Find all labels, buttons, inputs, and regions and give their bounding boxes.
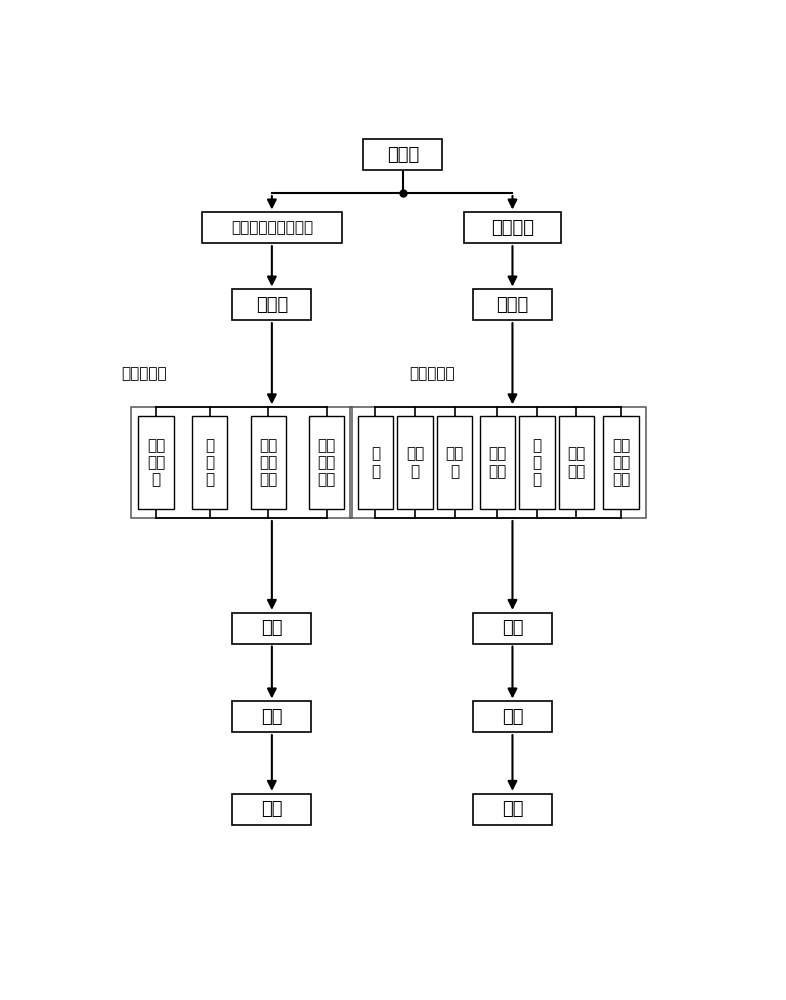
FancyBboxPatch shape [464, 212, 561, 243]
FancyBboxPatch shape [520, 416, 554, 509]
FancyBboxPatch shape [202, 212, 342, 243]
FancyBboxPatch shape [138, 416, 174, 509]
FancyBboxPatch shape [479, 416, 515, 509]
Text: 新市
镇: 新市 镇 [406, 446, 424, 479]
Text: 城市功能区: 城市功能区 [121, 367, 167, 382]
Text: 服务
业集
聚区: 服务 业集 聚区 [612, 438, 630, 488]
Text: 物流
园区: 物流 园区 [567, 446, 586, 479]
FancyBboxPatch shape [603, 416, 638, 509]
Text: 社区: 社区 [501, 619, 523, 637]
Text: 城市功能区: 城市功能区 [409, 367, 454, 382]
FancyBboxPatch shape [363, 139, 443, 170]
FancyBboxPatch shape [358, 416, 393, 509]
Text: 行政区: 行政区 [255, 296, 288, 314]
FancyBboxPatch shape [473, 289, 552, 320]
Text: 产业
基地: 产业 基地 [488, 446, 506, 479]
FancyBboxPatch shape [233, 289, 311, 320]
Text: 工
业
区: 工 业 区 [532, 438, 542, 488]
FancyBboxPatch shape [473, 613, 552, 644]
Text: 服务
业集
聚区: 服务 业集 聚区 [259, 438, 277, 488]
Text: 工
业
区: 工 业 区 [205, 438, 215, 488]
Text: 新
城: 新 城 [371, 446, 380, 479]
FancyBboxPatch shape [473, 701, 552, 732]
Text: 地块: 地块 [261, 800, 283, 818]
Text: 社区: 社区 [261, 619, 283, 637]
FancyBboxPatch shape [398, 416, 432, 509]
Text: 上海市: 上海市 [387, 146, 419, 164]
Text: 外环线外: 外环线外 [491, 219, 534, 237]
Text: 行政区: 行政区 [496, 296, 529, 314]
Text: 单元: 单元 [261, 708, 283, 726]
FancyBboxPatch shape [251, 416, 286, 509]
FancyBboxPatch shape [233, 794, 311, 825]
FancyBboxPatch shape [309, 416, 344, 509]
Text: 中心
村: 中心 村 [446, 446, 464, 479]
FancyBboxPatch shape [437, 416, 472, 509]
FancyBboxPatch shape [559, 416, 594, 509]
Text: 外环线内（中心城）: 外环线内（中心城） [231, 220, 313, 235]
FancyBboxPatch shape [233, 701, 311, 732]
Text: 居住
区及
其它: 居住 区及 其它 [318, 438, 336, 488]
Text: 单元: 单元 [501, 708, 523, 726]
Text: 地块: 地块 [501, 800, 523, 818]
FancyBboxPatch shape [192, 416, 227, 509]
FancyBboxPatch shape [233, 613, 311, 644]
Text: 城市
副中
心: 城市 副中 心 [147, 438, 165, 488]
FancyBboxPatch shape [473, 794, 552, 825]
